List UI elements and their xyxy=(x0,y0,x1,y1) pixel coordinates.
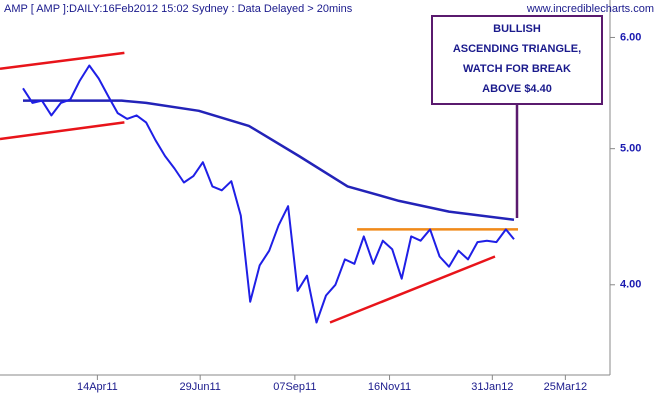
y-tick-label: 6.00 xyxy=(620,31,641,43)
series-line xyxy=(22,64,515,324)
trend-line xyxy=(329,255,496,324)
series-line xyxy=(23,99,515,221)
annotation-line: BULLISH xyxy=(493,23,541,35)
annotation-line: ABOVE $4.40 xyxy=(482,83,552,95)
annotation-line: WATCH FOR BREAK xyxy=(463,63,571,75)
x-tick-label: 14Apr11 xyxy=(77,381,118,393)
annotation: BULLISH ASCENDING TRIANGLE, WATCH FOR BREA… xyxy=(453,23,581,95)
x-tick-label: 07Sep11 xyxy=(273,381,316,393)
trend-line xyxy=(0,51,125,70)
y-tick-label: 5.00 xyxy=(620,143,641,155)
y-tick-label: 4.00 xyxy=(620,279,641,291)
annotation-box xyxy=(431,15,603,105)
annotation-line: ASCENDING TRIANGLE, xyxy=(453,43,581,55)
watermark: www.incrediblecharts.com xyxy=(526,3,654,15)
x-tick-label: 29Jun11 xyxy=(179,381,220,393)
x-tick-label: 31Jan12 xyxy=(471,381,513,393)
trend-line xyxy=(0,121,125,141)
x-tick-label: 25Mar12 xyxy=(544,381,587,393)
chart-title: AMP [ AMP ]:DAILY:16Feb2012 15:02 Sydney… xyxy=(4,3,353,15)
x-tick-label: 16Nov11 xyxy=(368,381,411,393)
